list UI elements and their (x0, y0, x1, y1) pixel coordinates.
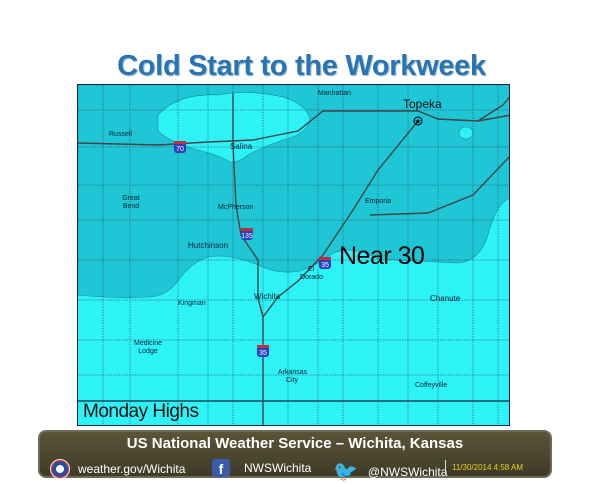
svg-text:★: ★ (414, 117, 421, 126)
city-manhattan: Manhattan (318, 90, 352, 97)
facebook-text: NWSWichita (244, 461, 312, 475)
temperature-annotation: Near 30 (339, 242, 425, 270)
interstate-shields: 70 135 35 35 (174, 141, 331, 357)
footer-title: US National Weather Service – Wichita, K… (126, 435, 464, 452)
city-coffeyville: Coffeyville (415, 382, 448, 389)
twitter-text: @NWSWichita (367, 464, 448, 479)
city-mcpherson: McPherson (218, 204, 254, 211)
salina-warm-pocket (157, 92, 311, 163)
i-135-shield: 135 (241, 233, 253, 240)
facebook-icon: f (212, 459, 230, 477)
us-50 (369, 156, 509, 216)
i-35-shield-south: 35 (259, 350, 267, 357)
city-great-bend: Great Bend (122, 195, 140, 210)
city-salina: Salina (230, 142, 253, 151)
noaa-logo-icon (50, 459, 70, 479)
twitter-bird-icon: 🐦 (333, 461, 358, 483)
city-medicine-lodge: Medicine Lodge (134, 340, 163, 355)
nws-footer-banner: US National Weather Service – Wichita, K… (38, 430, 552, 483)
map-graphic: 70 135 35 35 ★ (78, 85, 509, 425)
website-link[interactable]: weather.gov/Wichita (50, 459, 185, 479)
city-hutchinson: Hutchinson (188, 241, 229, 250)
i-70-shield: 70 (176, 146, 184, 153)
city-arkansas-city: Arkansas City (278, 369, 308, 384)
website-text: weather.gov/Wichita (78, 462, 186, 476)
page-title: Cold Start to the Workweek (117, 50, 486, 82)
city-russell: Russell (109, 131, 132, 138)
city-emporia: Emporia (365, 198, 392, 205)
divider (445, 460, 446, 474)
twitter-link[interactable]: 🐦 @NWSWichita (333, 459, 447, 484)
city-wichita: Wichita (254, 292, 281, 301)
city-chanute: Chanute (430, 294, 461, 303)
i-35-shield: 35 (321, 262, 329, 269)
i-35-turnpike (262, 120, 419, 318)
facebook-link[interactable]: f NWSWichita (212, 459, 311, 477)
city-topeka: Topeka (403, 97, 442, 111)
i-135-i-35 (232, 93, 264, 425)
temperature-map: 70 135 35 35 ★ Topeka Manhattan Russell … (77, 84, 510, 426)
timestamp: 11/30/2014 4:58 AM (452, 463, 524, 472)
county-lines (78, 85, 509, 425)
map-panel-label: Monday Highs (83, 401, 199, 422)
city-kingman: Kingman (178, 300, 206, 307)
city-el-dorado: El Dorado (300, 266, 323, 281)
